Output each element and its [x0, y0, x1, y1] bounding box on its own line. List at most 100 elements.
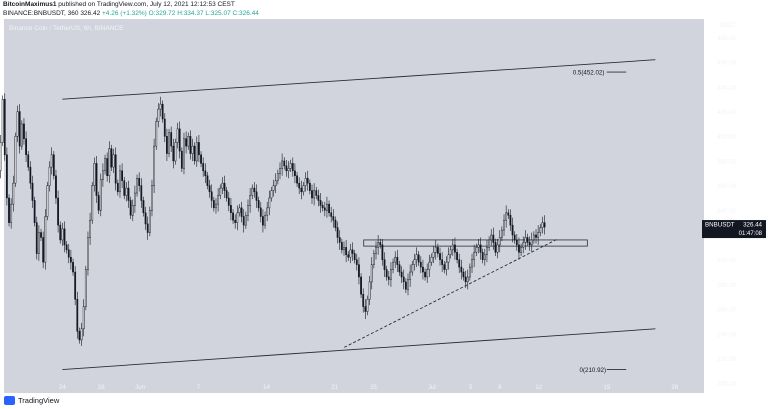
candle-body — [127, 187, 130, 201]
candle-body — [411, 264, 414, 273]
candle-body — [336, 227, 339, 238]
candle-body — [447, 254, 450, 263]
x-tick-label: 12 — [535, 384, 542, 391]
candle-body — [528, 242, 531, 246]
candle-body — [270, 190, 273, 199]
candle-body — [119, 170, 121, 193]
y-tick-label: 280.00 — [717, 282, 736, 289]
candle-body — [74, 271, 77, 300]
chart-title: Binance Coin / TetherUS, 6h, BINANCE — [9, 25, 124, 32]
candle-body — [332, 216, 335, 221]
change-value: +4.26 (+1.32%) — [102, 10, 147, 17]
last-value: 326.42 — [80, 10, 101, 17]
candle-body — [46, 185, 49, 217]
candle-body — [59, 224, 62, 241]
candle-body — [330, 212, 333, 217]
candle-body — [400, 271, 403, 278]
candle-body — [108, 148, 111, 177]
candle-body — [153, 145, 155, 186]
candle-body — [200, 154, 202, 164]
candle-body — [12, 182, 15, 205]
candle-body — [23, 123, 25, 139]
candle-body — [185, 138, 188, 147]
candle-body — [6, 154, 8, 199]
candle-body — [445, 261, 448, 270]
candle-body — [208, 185, 211, 193]
candle-body — [1, 98, 4, 143]
candle-body — [355, 259, 358, 265]
candle-body — [535, 234, 537, 238]
candle-body — [317, 195, 320, 201]
candle-body — [129, 200, 132, 216]
candle-body — [306, 177, 309, 184]
candle-body — [225, 190, 228, 199]
candle-body — [3, 98, 6, 156]
candle-body — [505, 212, 508, 221]
candle-body — [44, 216, 47, 263]
candle-body — [302, 185, 305, 193]
candle-body — [370, 264, 373, 283]
candle-body — [142, 200, 145, 214]
candle-body — [498, 237, 501, 246]
candle-body — [244, 215, 247, 226]
candle-body — [10, 203, 13, 223]
candle-body — [298, 182, 301, 189]
candle-body — [426, 269, 429, 278]
candle-body — [479, 244, 482, 253]
candle-body — [283, 160, 286, 167]
candle-body — [155, 121, 158, 147]
candle-body — [161, 103, 164, 120]
candle-body — [494, 242, 497, 253]
candle-body — [323, 207, 326, 211]
candle-body — [50, 154, 53, 168]
candle-body — [210, 191, 213, 201]
candle-body — [217, 195, 220, 205]
candle-body — [272, 185, 275, 191]
candle-body — [202, 163, 205, 172]
candle-body — [163, 118, 166, 137]
candle-body — [274, 180, 277, 186]
publish-text: published on TradingView.com, July 12, 2… — [56, 1, 235, 8]
candle-body — [264, 215, 266, 226]
candle-body — [500, 229, 503, 238]
candle-body — [189, 136, 192, 154]
candle-body — [140, 185, 143, 201]
candle-body — [16, 111, 19, 137]
candle-body — [121, 170, 123, 181]
candle-body — [176, 128, 179, 143]
x-tick-label: 14 — [263, 384, 270, 391]
candle-body — [253, 187, 256, 193]
candle-body — [432, 252, 435, 258]
candle-body — [441, 259, 444, 265]
candle-body — [251, 187, 254, 196]
candle-body — [473, 252, 476, 260]
author-name[interactable]: BitcoinMaximus1 — [3, 1, 57, 8]
candle-body — [462, 271, 465, 278]
candle-body — [55, 175, 57, 199]
candle-body — [351, 249, 354, 254]
last-price-label: BNBUSDT 326.44 01:47:08 — [702, 220, 766, 239]
candle-body — [227, 197, 230, 206]
candle-body — [106, 158, 109, 177]
candle-body — [249, 195, 252, 206]
candle-body — [82, 306, 85, 330]
candle-body — [262, 216, 264, 226]
candle-body — [72, 261, 74, 273]
candle-body — [471, 259, 473, 268]
candle-body — [114, 154, 117, 184]
candle-body — [360, 276, 362, 295]
candle-body — [206, 175, 209, 186]
y-tick-label: 300.00 — [717, 257, 736, 264]
candle-body — [345, 247, 348, 256]
candle-body — [304, 177, 307, 186]
fib-label: 0(210.92) — [580, 367, 607, 374]
candle-body — [78, 331, 81, 341]
candle-body — [507, 212, 510, 216]
candle-body — [503, 219, 505, 231]
candle-body — [148, 210, 151, 233]
resistance-zone — [363, 239, 588, 247]
price-chart[interactable]: 200.00220.00240.00260.00280.00300.00320.… — [0, 19, 768, 393]
candle-body — [417, 254, 420, 263]
candle-body — [362, 294, 365, 307]
brand-text: TradingView — [18, 395, 60, 405]
